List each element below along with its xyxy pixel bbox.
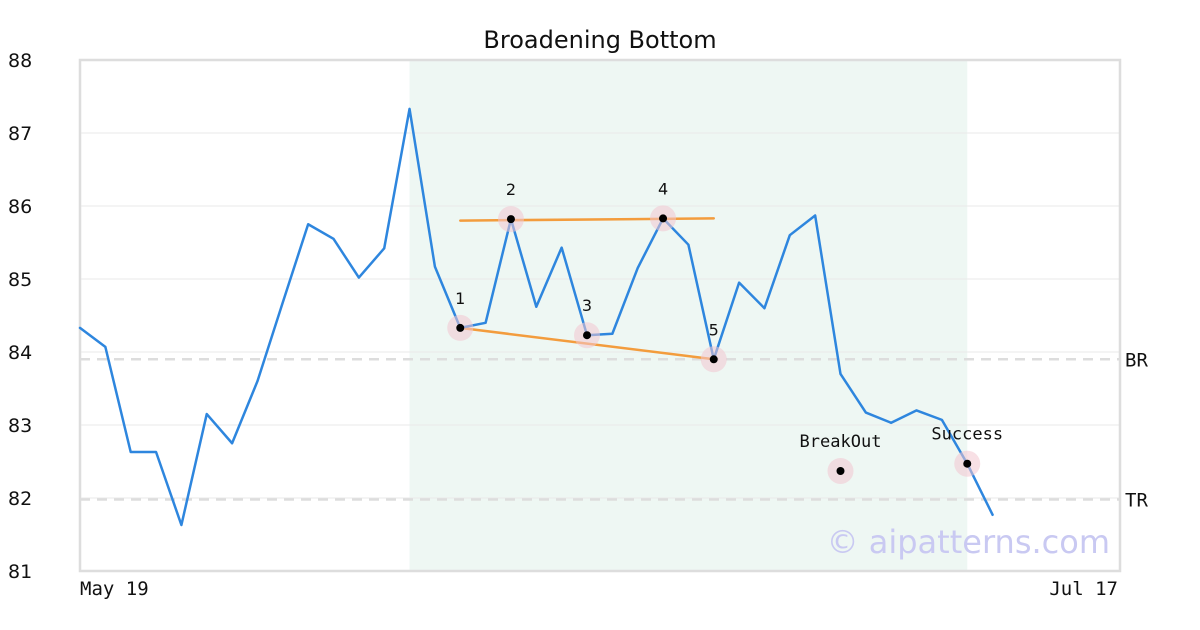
- pivot-label: 5: [709, 320, 719, 339]
- y-tick-label: 85: [8, 269, 32, 291]
- pattern-region: [409, 60, 968, 571]
- watermark: © aipatterns.com: [827, 523, 1110, 561]
- pivot-point: [659, 214, 668, 223]
- pattern-region-layer: [409, 60, 968, 571]
- grid-layer: [80, 132, 1120, 499]
- annotation-point: [836, 466, 845, 475]
- level-line-layer: BR TR: [80, 349, 1148, 511]
- y-tick-label: 84: [8, 342, 32, 364]
- y-tick-label: 87: [8, 123, 32, 145]
- y-tick-label: 81: [8, 561, 32, 583]
- series-layer: [78, 107, 994, 527]
- plot-frame: [78, 58, 1122, 573]
- annotation-point: [963, 459, 972, 468]
- pivot-point: [583, 331, 591, 340]
- pivot-label: 4: [658, 179, 668, 198]
- y-tick-label: 83: [8, 415, 32, 437]
- y-tick-label: 86: [8, 196, 32, 218]
- x-tick-label-end: Jul 17: [1049, 578, 1118, 600]
- x-tick-label-start: May 19: [80, 578, 149, 600]
- level-label: TR: [1125, 489, 1148, 511]
- pivot-label: 2: [506, 180, 516, 199]
- pivot-point: [709, 355, 718, 364]
- pivot-point: [456, 323, 465, 332]
- price-series-line: [78, 107, 994, 527]
- marker-layer: 1 2 3 4 5 BreakOut Success: [447, 179, 1003, 484]
- pivot-label: 1: [455, 289, 465, 308]
- pivot-point: [506, 215, 515, 224]
- level-label: BR: [1125, 349, 1148, 371]
- annotation-label: BreakOut: [800, 432, 882, 452]
- pivot-label: 3: [582, 296, 592, 315]
- chart-title: Broadening Bottom: [483, 26, 716, 54]
- y-tick-labels: 81 82 83 84 85 86 87 88: [8, 50, 32, 583]
- y-tick-label: 88: [8, 50, 32, 72]
- annotation-label: Success: [931, 425, 1003, 445]
- y-tick-label: 82: [8, 488, 32, 510]
